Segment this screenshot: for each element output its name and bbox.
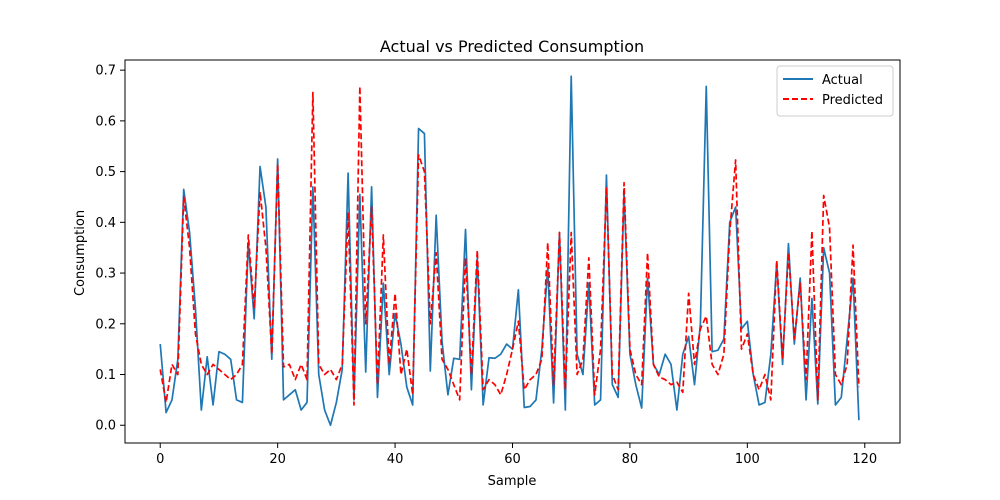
x-tick-label: 60 <box>504 452 521 467</box>
series-line-predicted <box>159 85 860 406</box>
y-axis-label: Consumption <box>73 210 88 296</box>
x-tick-label: 120 <box>852 452 877 467</box>
x-axis: 0 20 40 60 80 100 120 <box>156 443 877 467</box>
y-tick-label: 0.4 <box>95 216 116 231</box>
series-line-actual <box>159 75 860 427</box>
y-tick-label: 0.1 <box>95 368 116 383</box>
x-tick-label: 100 <box>735 452 760 467</box>
legend-label-predicted: Predicted <box>822 93 883 108</box>
x-tick-label: 40 <box>387 452 404 467</box>
y-tick-label: 0.7 <box>95 64 116 79</box>
x-tick-label: 80 <box>622 452 639 467</box>
plot-frame <box>124 59 901 444</box>
chart-title: Actual vs Predicted Consumption <box>380 37 644 56</box>
legend: Actual Predicted <box>776 65 894 117</box>
y-axis: 0.0 0.1 0.2 0.3 0.4 0.5 0.6 0.7 <box>95 64 125 434</box>
plot-area: 0 20 40 60 80 100 120 0.0 0.1 0.2 0.3 0.4 0.5 0.6 0.7 <box>95 59 901 467</box>
x-tick-label: 20 <box>269 452 286 467</box>
y-tick-label: 0.5 <box>95 165 116 180</box>
y-tick-label: 0.0 <box>95 419 116 434</box>
legend-label-actual: Actual <box>822 73 863 88</box>
x-tick-label: 0 <box>156 452 164 467</box>
y-tick-label: 0.6 <box>95 114 116 129</box>
y-tick-label: 0.3 <box>95 267 116 282</box>
y-tick-label: 0.2 <box>95 317 116 332</box>
x-axis-label: Sample <box>488 474 537 489</box>
series-layer <box>159 75 860 427</box>
